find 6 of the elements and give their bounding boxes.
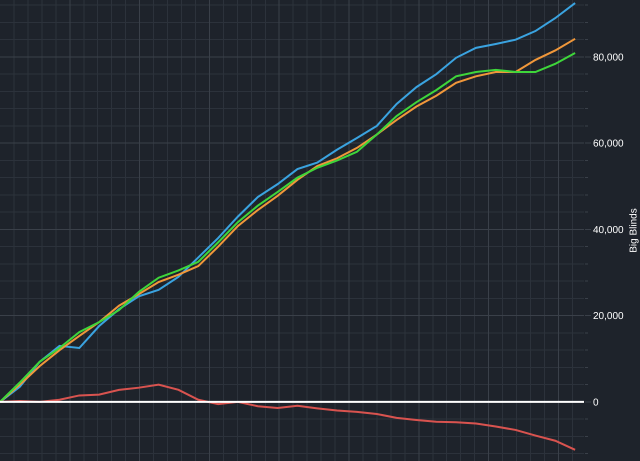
y-tick-label: 60,000 bbox=[593, 138, 624, 150]
y-tick-label: 80,000 bbox=[593, 52, 624, 64]
y-tick-label: 20,000 bbox=[593, 311, 624, 322]
y-axis-title: Big Blinds bbox=[628, 208, 640, 253]
y-tick-label: 0 bbox=[593, 397, 599, 408]
y-tick-label: 40,000 bbox=[593, 224, 624, 236]
